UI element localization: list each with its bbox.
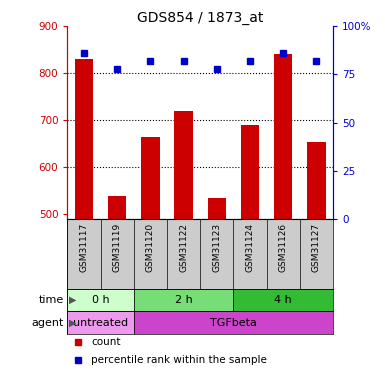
Text: 0 h: 0 h	[92, 295, 109, 305]
Text: untreated: untreated	[73, 318, 128, 328]
Bar	[233, 288, 333, 311]
Title: GDS854 / 1873_at: GDS854 / 1873_at	[137, 11, 263, 25]
Bar	[241, 125, 259, 219]
Text: 2 h: 2 h	[175, 295, 192, 305]
Bar	[67, 311, 134, 334]
Text: GSM31123: GSM31123	[212, 223, 221, 272]
Text: GSM31122: GSM31122	[179, 223, 188, 272]
Text: 4 h: 4 h	[275, 295, 292, 305]
Text: GSM31124: GSM31124	[246, 223, 254, 272]
Text: ▶: ▶	[69, 318, 77, 328]
Bar	[307, 141, 326, 219]
Text: percentile rank within the sample: percentile rank within the sample	[91, 355, 267, 365]
Text: agent: agent	[31, 318, 64, 328]
Text: count: count	[91, 337, 121, 346]
Bar	[67, 288, 134, 311]
Text: GSM31126: GSM31126	[279, 223, 288, 272]
Bar	[141, 137, 159, 219]
Text: TGFbeta: TGFbeta	[210, 318, 257, 328]
Text: GSM31120: GSM31120	[146, 223, 155, 272]
Text: GSM31119: GSM31119	[113, 223, 122, 272]
Bar	[134, 311, 333, 334]
Bar	[75, 59, 93, 219]
Bar	[208, 198, 226, 219]
Bar	[134, 288, 233, 311]
Bar	[108, 196, 126, 219]
Text: GSM31117: GSM31117	[79, 223, 89, 272]
Text: time: time	[38, 295, 64, 305]
Text: ▶: ▶	[69, 295, 77, 305]
Text: GSM31127: GSM31127	[312, 223, 321, 272]
Bar	[274, 54, 292, 219]
Bar	[174, 111, 193, 219]
